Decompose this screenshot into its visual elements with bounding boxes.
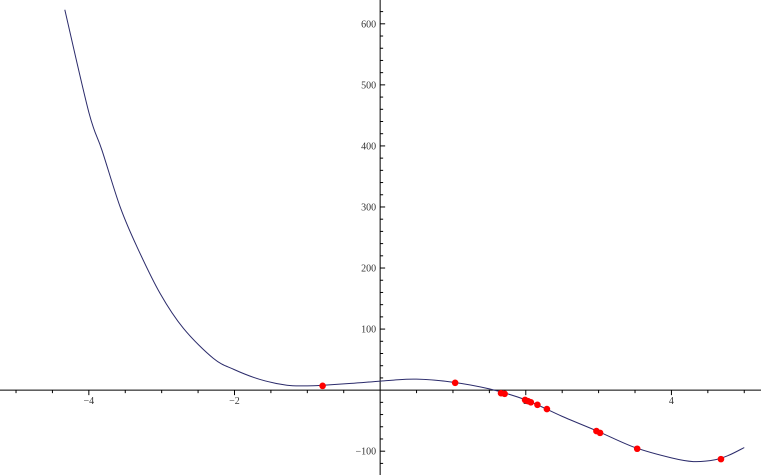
y-tick-label: 200 xyxy=(361,264,376,275)
data-point xyxy=(543,405,551,413)
y-tick-label: 300 xyxy=(361,202,376,213)
x-tick-label: 4 xyxy=(669,396,674,407)
data-point xyxy=(501,390,508,398)
fit-curve xyxy=(64,9,745,463)
data-point xyxy=(319,382,326,390)
x-tick-label: −2 xyxy=(229,396,240,407)
data-point xyxy=(717,455,725,463)
y-tick-label: 100 xyxy=(361,325,376,336)
data-point xyxy=(527,399,535,406)
data-point xyxy=(451,379,459,387)
data-points xyxy=(319,379,725,463)
y-tick-label: 600 xyxy=(361,19,376,30)
data-point xyxy=(633,445,641,453)
data-point xyxy=(534,401,541,409)
ticks xyxy=(15,11,745,464)
y-tick-label: 500 xyxy=(361,80,376,91)
x-tick-label: −4 xyxy=(84,396,95,407)
y-tick-label: −100 xyxy=(355,447,376,458)
data-point xyxy=(596,429,604,437)
y-tick-label: 400 xyxy=(361,141,376,152)
